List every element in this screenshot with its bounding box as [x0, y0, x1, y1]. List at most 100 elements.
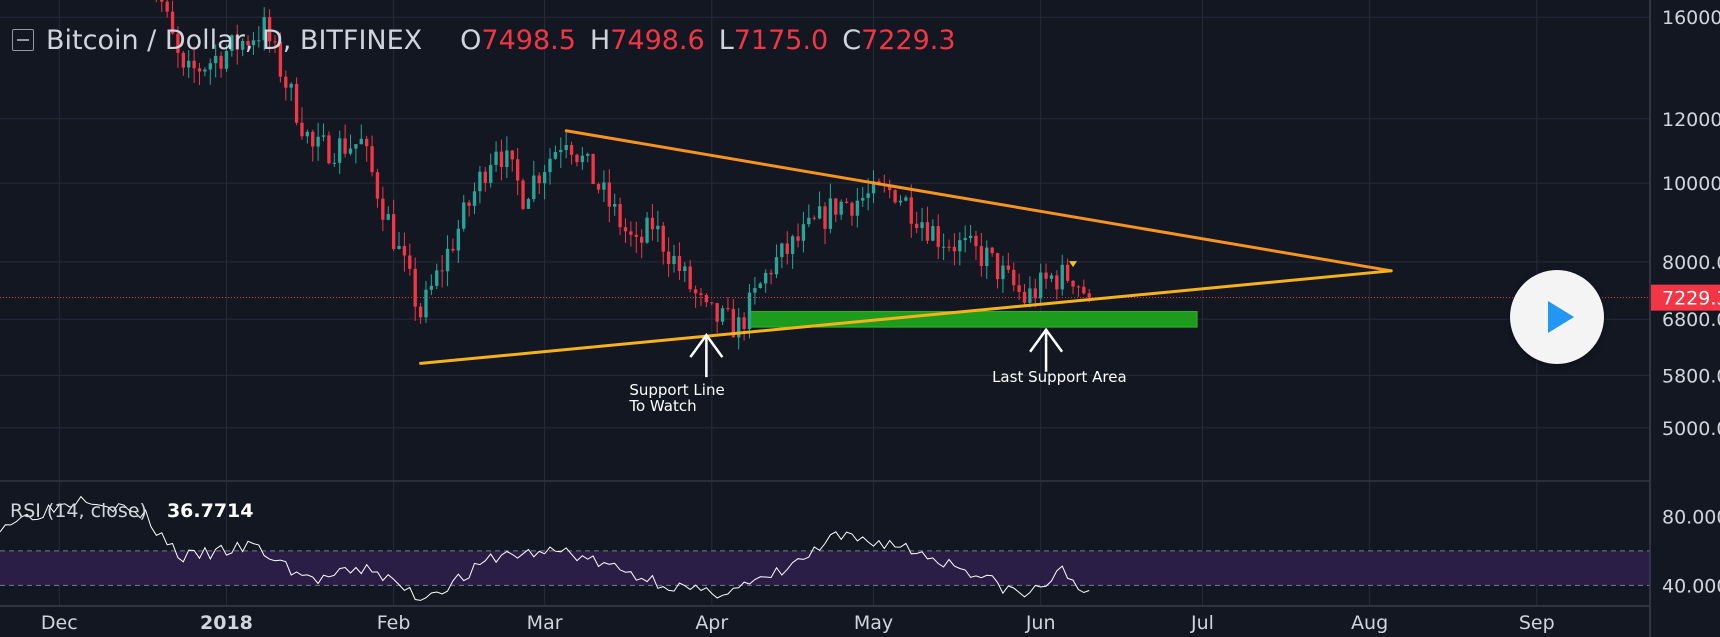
candle-body [1022, 291, 1027, 303]
candle-body [1033, 288, 1037, 299]
symbol-title: Bitcoin / Dollar, D, BITFINEX [46, 24, 423, 56]
candle-body [505, 150, 509, 168]
candle-body [370, 146, 374, 173]
rsi-legend: RSI (14, close) 36.7714 [10, 500, 253, 522]
annotation-text: Support Line [629, 381, 724, 399]
candle-body [1055, 275, 1059, 290]
candle-body [931, 226, 935, 241]
candle-body [1028, 288, 1032, 303]
rsi-pane [0, 480, 1650, 601]
play-button[interactable] [1510, 270, 1604, 364]
candle-body [828, 198, 833, 229]
candle-body [214, 55, 218, 64]
candle-body [553, 152, 558, 159]
candle-body [968, 235, 973, 239]
candle-body [607, 182, 611, 207]
candle-body [941, 246, 946, 248]
candle-body [251, 40, 256, 46]
candle-body [979, 246, 984, 267]
ohlc-close-key: C [842, 24, 862, 56]
candle-body [564, 145, 568, 150]
candle-body [639, 236, 644, 243]
candle-body [537, 175, 541, 184]
annotation-arrow [1029, 327, 1064, 372]
candle-body [499, 151, 504, 168]
candle-body [683, 266, 687, 271]
candle-body [197, 68, 202, 72]
candle-body [192, 60, 196, 69]
candle-body [1012, 269, 1016, 286]
candle-body [888, 185, 892, 191]
candle-body [1071, 280, 1075, 287]
candle-body [332, 162, 336, 164]
candle-body [812, 217, 816, 219]
y-tick-label: 10000.0 [1662, 173, 1720, 195]
candle-body [580, 155, 585, 163]
candle-body [958, 240, 962, 252]
candle-body [187, 60, 191, 68]
candle-body [677, 255, 682, 271]
candle-body [774, 257, 779, 275]
candle-body [343, 138, 347, 154]
candle-body [208, 63, 212, 70]
candle-body [521, 180, 525, 209]
candle-body [160, 0, 164, 2]
candle-body [634, 234, 638, 237]
rsi-value: 36.7714 [166, 500, 254, 522]
candle-body [720, 308, 725, 322]
candle-body [688, 266, 692, 290]
candle-body [176, 33, 180, 53]
candle-body [1087, 293, 1091, 298]
candle-body [429, 285, 434, 290]
candle-body [704, 295, 709, 303]
candle-body [834, 198, 838, 215]
candle-body [985, 247, 989, 267]
candle-body [235, 35, 239, 50]
candle-body [758, 283, 762, 289]
candle-body [424, 289, 428, 318]
candle-body [914, 223, 919, 229]
candle-body [850, 202, 854, 216]
candle-body [483, 171, 487, 183]
candle-body [925, 222, 930, 241]
candle-body [397, 245, 401, 249]
candle-body [904, 197, 908, 201]
candle-body [602, 182, 606, 190]
y-tick-label: 5000.0 [1662, 418, 1720, 440]
candle-body [764, 272, 768, 284]
candle-body [1065, 264, 1070, 281]
rsi-tick-label: 80.0000 [1662, 506, 1720, 528]
candle-body [715, 303, 719, 322]
candle-body [1044, 272, 1048, 279]
candle-body [790, 236, 795, 254]
x-tick-label: May [854, 612, 893, 634]
candle-body [629, 231, 633, 235]
candle-body [866, 193, 870, 198]
candle-body [305, 131, 310, 137]
candle-body [710, 302, 714, 304]
candle-body [526, 199, 531, 209]
y-tick-label: 16000.0 [1662, 7, 1720, 29]
candle-body [445, 248, 450, 272]
candle-body [240, 40, 245, 50]
candle-body [871, 181, 876, 194]
candle-body [893, 190, 897, 203]
candle-body [472, 191, 477, 206]
candle-body [693, 289, 698, 294]
candle-body [219, 55, 223, 69]
candle-body [666, 251, 671, 265]
collapse-icon[interactable] [12, 29, 34, 51]
candle-body [817, 206, 822, 219]
candle-body [462, 202, 466, 229]
ohlc-close-value: 7229.3 [861, 24, 956, 56]
candle-body [936, 226, 940, 247]
candle-body [354, 144, 358, 149]
candle-body [737, 317, 741, 338]
x-tick-label: Jun [1025, 612, 1056, 634]
candle-body [855, 200, 860, 216]
candle-body [618, 204, 622, 228]
candle-body [181, 52, 186, 68]
ohlc-high-value: 7498.6 [610, 24, 705, 56]
